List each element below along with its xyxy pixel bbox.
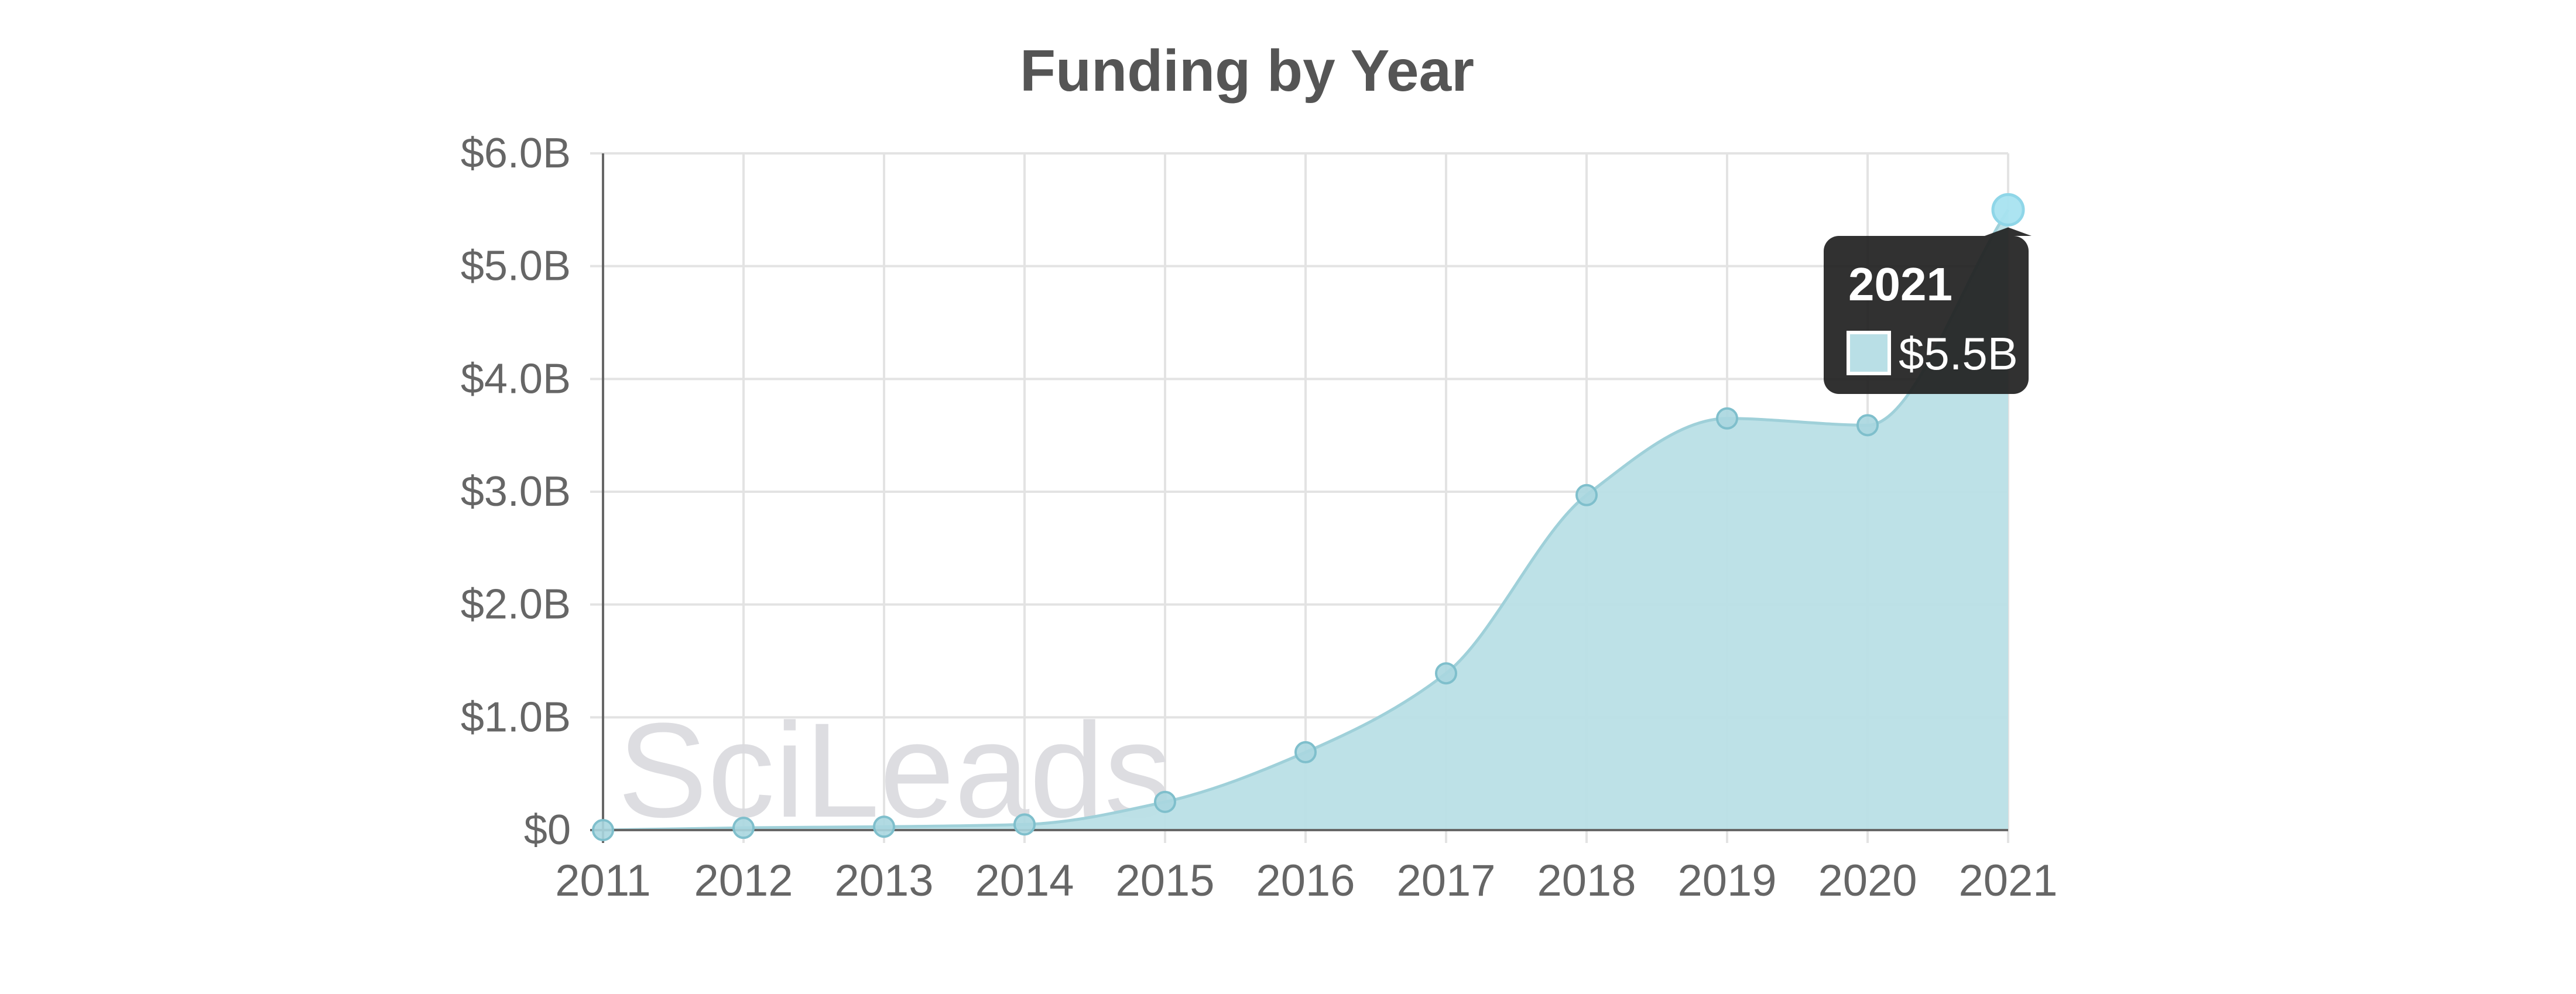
data-point — [1154, 790, 1176, 813]
data-point — [1716, 407, 1738, 430]
y-tick-label: $5.0B — [461, 243, 571, 290]
x-tick-label: 2018 — [1537, 856, 1636, 906]
x-tick-label: 2015 — [1115, 856, 1214, 906]
y-tick-label: $3.0B — [461, 468, 571, 515]
tooltip-swatch — [1847, 331, 1891, 375]
data-point — [1435, 662, 1457, 685]
tooltip-caret — [1985, 227, 2032, 236]
data-point — [732, 817, 755, 839]
chart-title: Funding by Year — [1020, 38, 1474, 104]
tooltip-title: 2021 — [1848, 258, 1952, 310]
data-point — [1294, 741, 1317, 764]
x-tick-label: 2014 — [975, 856, 1074, 906]
y-tick-label: $0 — [524, 807, 571, 854]
area-fill — [603, 210, 2008, 830]
x-tick-label: 2011 — [555, 856, 650, 906]
data-point — [1856, 414, 1879, 437]
x-tick-label: 2017 — [1396, 856, 1495, 906]
data-point — [1013, 813, 1036, 836]
area-series — [602, 208, 2010, 832]
x-tick-label: 2019 — [1677, 856, 1776, 906]
data-points — [592, 193, 2025, 841]
y-tick-label: $4.0B — [461, 355, 571, 402]
y-tick-labels: $0 $1.0B $2.0B $3.0B $4.0B $5.0B $6.0B — [461, 130, 571, 854]
data-point — [873, 815, 895, 838]
area-line — [602, 208, 2010, 832]
axes — [590, 153, 2008, 843]
data-point — [592, 819, 614, 841]
tooltip: 2021 $5.5B — [1824, 227, 2032, 394]
y-tick-label: $2.0B — [461, 581, 571, 628]
x-tick-label: 2012 — [694, 856, 793, 906]
y-tick-label: $1.0B — [461, 694, 571, 741]
data-point-highlighted — [1991, 193, 2025, 227]
x-tick-label: 2013 — [834, 856, 933, 906]
x-tick-label: 2016 — [1256, 856, 1355, 906]
tooltip-value: $5.5B — [1899, 328, 2018, 379]
data-point — [1575, 484, 1598, 506]
x-tick-label: 2021 — [1958, 856, 2057, 906]
x-tick-label: 2020 — [1818, 856, 1917, 906]
x-tick-labels: 2011 2012 2013 2014 2015 2016 2017 2018 2019 2020… — [555, 856, 2057, 906]
y-tick-label: $6.0B — [461, 130, 571, 177]
